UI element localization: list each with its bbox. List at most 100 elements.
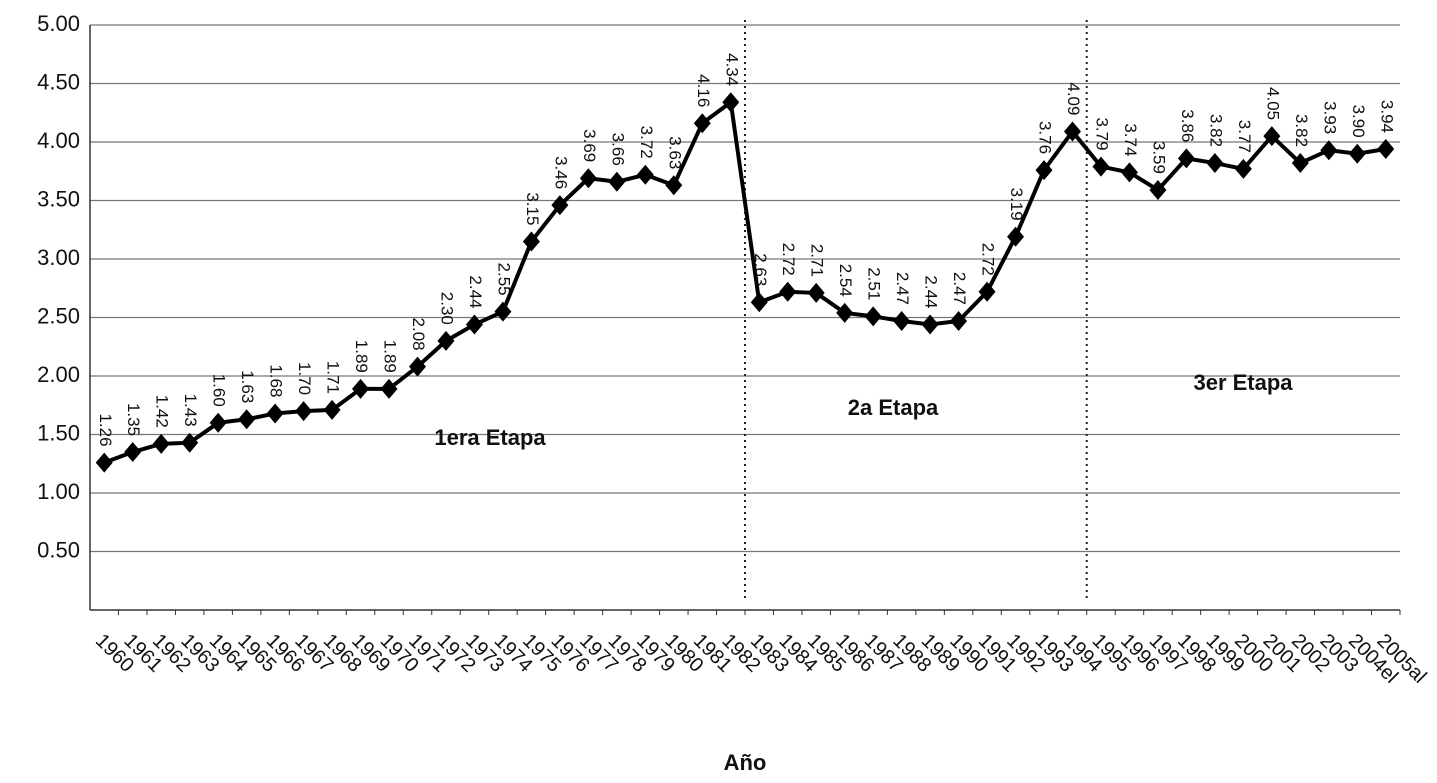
- data-point: [352, 378, 370, 399]
- data-point: [1007, 226, 1025, 247]
- data-point: [238, 409, 256, 430]
- data-point: [1064, 121, 1081, 142]
- data-label: 1.35: [124, 403, 143, 436]
- data-label: 3.74: [1121, 123, 1140, 156]
- data-point: [124, 442, 142, 463]
- y-tick-label: 0.50: [37, 537, 80, 562]
- data-point: [1149, 179, 1167, 200]
- y-tick-label: 1.00: [37, 479, 80, 504]
- stage-label: 1era Etapa: [434, 425, 546, 450]
- data-point: [323, 399, 341, 420]
- data-point: [465, 314, 483, 335]
- y-tick-label: 5.00: [37, 11, 80, 36]
- data-point: [209, 412, 227, 433]
- data-point: [1206, 153, 1224, 174]
- data-label: 4.16: [694, 74, 713, 107]
- y-tick-label: 4.50: [37, 69, 80, 94]
- data-point: [693, 113, 711, 134]
- data-point: [950, 311, 968, 332]
- data-point: [1263, 126, 1281, 147]
- data-label: 3.82: [1206, 114, 1225, 147]
- y-tick-label: 1.50: [37, 420, 80, 445]
- data-label: 2.08: [409, 318, 428, 351]
- y-tick-label: 4.00: [37, 128, 80, 153]
- data-point: [551, 195, 569, 216]
- data-point: [750, 292, 768, 313]
- data-label: 1.71: [324, 361, 343, 394]
- data-label: 1.89: [352, 340, 371, 373]
- data-point: [722, 92, 740, 113]
- data-label: 3.93: [1320, 101, 1339, 134]
- data-point: [836, 302, 854, 323]
- stage-label: 3er Etapa: [1193, 370, 1293, 395]
- data-point: [522, 231, 540, 252]
- data-label: 3.90: [1349, 105, 1368, 138]
- data-label: 1.63: [238, 370, 257, 403]
- data-point: [494, 301, 512, 322]
- data-point: [665, 175, 683, 196]
- data-point: [152, 433, 170, 454]
- data-point: [295, 401, 313, 422]
- stage-label: 2a Etapa: [848, 395, 939, 420]
- data-label: 2.47: [893, 272, 912, 305]
- data-point: [1234, 158, 1252, 179]
- data-label: 2.63: [751, 253, 770, 286]
- data-label: 2.71: [808, 244, 827, 277]
- data-label: 4.09: [1064, 82, 1083, 115]
- data-label: 2.72: [979, 243, 998, 276]
- y-tick-label: 2.00: [37, 362, 80, 387]
- y-tick-label: 3.50: [37, 186, 80, 211]
- data-label: 3.79: [1092, 117, 1111, 150]
- data-label: 1.60: [210, 374, 229, 407]
- data-point: [779, 281, 797, 302]
- data-point: [1348, 143, 1366, 164]
- data-label: 3.72: [637, 126, 656, 159]
- data-label: 3.15: [523, 192, 542, 225]
- data-label: 2.72: [779, 243, 798, 276]
- data-point: [864, 306, 882, 327]
- data-label: 2.44: [922, 275, 941, 308]
- data-label: 3.76: [1036, 121, 1055, 154]
- data-point: [893, 311, 911, 332]
- data-point: [1177, 148, 1195, 169]
- data-point: [1092, 156, 1110, 177]
- data-label: 2.44: [466, 275, 485, 308]
- data-point: [95, 452, 113, 473]
- data-label: 1.26: [96, 413, 115, 446]
- data-point: [921, 314, 939, 335]
- data-label: 3.94: [1377, 100, 1396, 133]
- data-point: [266, 403, 284, 424]
- y-tick-label: 3.00: [37, 245, 80, 270]
- data-point: [807, 282, 825, 303]
- x-axis-label: Año: [724, 750, 767, 775]
- data-label: 3.63: [665, 136, 684, 169]
- data-point: [437, 330, 455, 351]
- data-label: 4.34: [722, 53, 741, 86]
- series-line: [103, 98, 1387, 465]
- data-label: 2.54: [836, 264, 855, 297]
- data-point: [1120, 162, 1138, 183]
- data-label: 3.86: [1178, 109, 1197, 142]
- data-label: 2.47: [950, 272, 969, 305]
- data-point: [978, 281, 996, 302]
- data-point: [579, 168, 597, 189]
- data-label: 2.30: [437, 292, 456, 325]
- data-label: 2.55: [494, 263, 513, 296]
- data-point: [1035, 160, 1053, 181]
- data-label: 1.70: [295, 362, 314, 395]
- data-point: [1320, 140, 1338, 161]
- data-label: 3.82: [1292, 114, 1311, 147]
- data-label: 3.66: [608, 133, 627, 166]
- data-label: 1.42: [153, 395, 172, 428]
- data-point: [380, 378, 398, 399]
- y-tick-label: 2.50: [37, 303, 80, 328]
- data-label: 1.43: [181, 394, 200, 427]
- data-label: 2.51: [865, 267, 884, 300]
- data-point: [608, 171, 626, 192]
- data-label: 3.59: [1149, 141, 1168, 174]
- data-label: 3.19: [1007, 188, 1026, 221]
- data-label: 3.69: [580, 129, 599, 162]
- data-point: [636, 164, 654, 185]
- data-label: 4.05: [1263, 87, 1282, 120]
